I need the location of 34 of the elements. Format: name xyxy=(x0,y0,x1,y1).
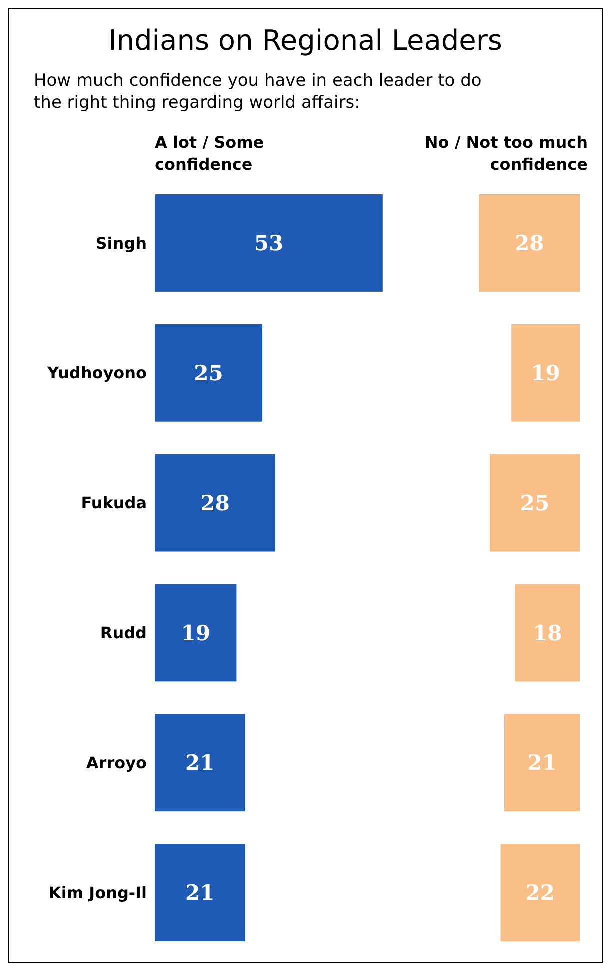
data-label: 28 xyxy=(200,490,230,516)
bar xyxy=(490,454,580,552)
y-tick-label: Fukuda xyxy=(81,494,147,513)
bar xyxy=(155,324,262,422)
series-label: A lot / Some confidence xyxy=(155,133,264,174)
bar xyxy=(479,194,580,292)
bar xyxy=(155,194,383,292)
y-tick-label: Rudd xyxy=(100,624,147,643)
y-tick-label: Singh xyxy=(96,234,147,253)
data-label: 21 xyxy=(528,750,557,776)
y-tick-label: Kim Jong-Il xyxy=(49,883,147,902)
bar xyxy=(504,714,580,812)
data-label: 25 xyxy=(520,490,550,516)
data-label: 25 xyxy=(194,360,224,386)
bar xyxy=(155,584,237,682)
data-label: 53 xyxy=(254,230,284,256)
data-label: 19 xyxy=(531,360,560,386)
chart-title: Indians on Regional Leaders xyxy=(108,24,503,57)
data-label: 28 xyxy=(514,230,544,256)
series-label: No / Not too much confidence xyxy=(424,133,588,174)
y-tick-label: Arroyo xyxy=(86,753,148,772)
data-label: 21 xyxy=(186,750,215,776)
chart-subtitle: How much confidence you have in each leader to do the right thing regarding world affairs: xyxy=(34,71,482,113)
data-label: 21 xyxy=(186,880,215,906)
bar xyxy=(155,844,246,942)
bar xyxy=(515,584,580,682)
data-label: 19 xyxy=(181,620,210,646)
bar xyxy=(512,324,580,422)
data-label: 22 xyxy=(526,880,556,906)
data-label: 18 xyxy=(532,620,562,646)
bar xyxy=(155,714,246,812)
bar xyxy=(500,844,580,942)
bar xyxy=(155,454,276,552)
y-tick-label: Yudhoyono xyxy=(46,364,148,383)
